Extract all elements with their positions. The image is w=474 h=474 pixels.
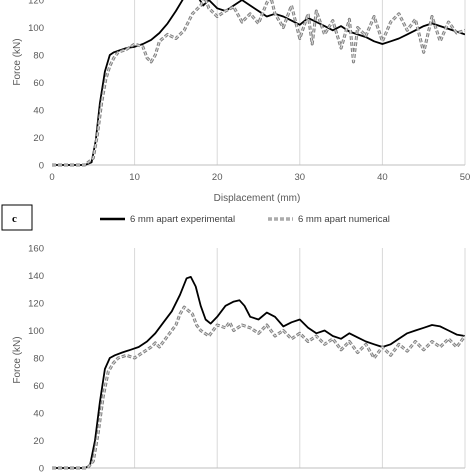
top-ytick-label: 120: [28, 0, 44, 7]
legend: 6 mm apart experimental 6 mm apart numer…: [100, 214, 390, 225]
top-ytick-label: 80: [33, 51, 44, 62]
bottom-series-numerical-line: [52, 305, 465, 470]
chart-bottom-ylabel: Force (kN): [12, 336, 23, 383]
top-xtick-label: 10: [129, 172, 140, 183]
top-ytick-label: 60: [33, 78, 44, 89]
chart-bottom-plot: 0204060801001201401600: [28, 244, 466, 474]
top-xtick-label: 50: [460, 172, 471, 183]
chart-top-plot: 0 20 40 60 80 100 120 0 10 20 30 40 50: [28, 0, 470, 183]
legend-label-numerical: 6 mm apart numerical: [298, 214, 390, 225]
top-ytick-label: 20: [33, 133, 44, 144]
top-series-numerical-line: [52, 0, 465, 167]
bottom-ytick-label: 60: [33, 381, 44, 392]
bottom-ytick-label: 140: [28, 271, 44, 282]
bottom-ytick-label: 120: [28, 299, 44, 310]
legend-label-experimental: 6 mm apart experimental: [130, 214, 235, 225]
bottom-ytick-label: 20: [33, 436, 44, 447]
top-xtick-label: 20: [212, 172, 223, 183]
bottom-series-experimental-line: [52, 276, 465, 469]
top-xtick-label: 30: [295, 172, 306, 183]
top-xtick-label: 0: [49, 172, 54, 183]
bottom-ytick-label: 40: [33, 409, 44, 420]
top-xtick-label: 40: [377, 172, 388, 183]
bottom-ytick-label: 100: [28, 326, 44, 337]
chart-top-xlabel: Displacement (mm): [214, 193, 301, 204]
bottom-series-numerical-inner: [52, 306, 465, 469]
panel-label: c: [12, 213, 17, 225]
top-ytick-label: 100: [28, 23, 44, 34]
panel-label-box: [1, 204, 33, 231]
top-series-numerical-inner: [52, 0, 465, 166]
top-ytick-label: 40: [33, 106, 44, 117]
bottom-ytick-label: 160: [28, 244, 44, 255]
bottom-ytick-label: 0: [39, 464, 44, 474]
bottom-ytick-label: 80: [33, 354, 44, 365]
top-ytick-label: 0: [39, 161, 44, 172]
chart-top-ylabel: Force (kN): [12, 38, 23, 85]
